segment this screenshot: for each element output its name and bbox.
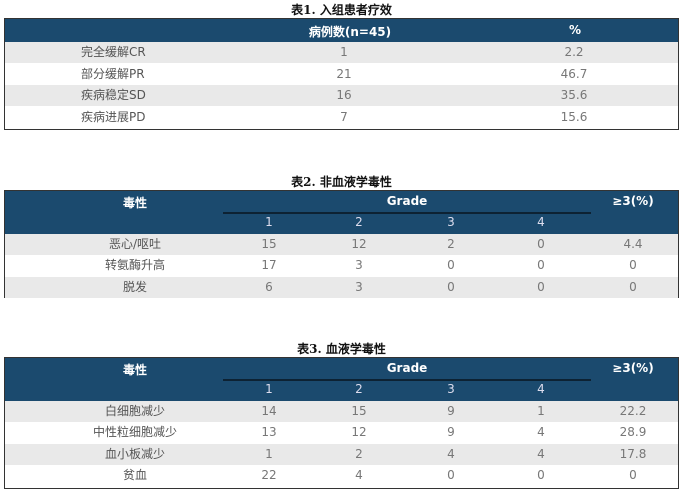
percent-cell: 46.7 bbox=[560, 66, 588, 81]
grade-cell: 2 bbox=[447, 237, 455, 251]
grade-cell: 15 bbox=[351, 404, 367, 418]
header-grade: Grade bbox=[386, 361, 428, 375]
response-table: 病例数(n=45) % 完全缓解CR 1 2.2 部分缓解PR 21 46.7 疾病稳定SD… bbox=[4, 18, 679, 130]
table3-title: 表3. 血液学毒性 bbox=[297, 342, 386, 356]
table-row: 疾病稳定SD 16 35.6 bbox=[5, 85, 678, 106]
grade-divider bbox=[223, 212, 591, 214]
header-grade-4: 4 bbox=[537, 382, 545, 396]
table-header: 毒性 Grade ≥3(%) 1 2 3 4 bbox=[5, 191, 678, 234]
percent-cell: 4.4 bbox=[623, 237, 643, 251]
grade-cell: 1 bbox=[265, 446, 273, 461]
grade-cell: 4 bbox=[447, 446, 455, 461]
row-label: 恶心/呕吐 bbox=[108, 237, 162, 251]
grade-divider bbox=[223, 379, 591, 381]
cases-cell: 7 bbox=[340, 109, 348, 124]
row-label: 中性粒细胞减少 bbox=[92, 425, 177, 440]
table-row: 脱发 6 3 0 0 0 bbox=[5, 276, 678, 298]
grade-cell: 4 bbox=[355, 467, 363, 482]
header-grade-1: 1 bbox=[265, 382, 273, 396]
grade-cell: 13 bbox=[261, 425, 277, 440]
percent-cell: 0 bbox=[629, 258, 637, 273]
table-row: 白细胞减少 14 15 9 1 22.2 bbox=[5, 401, 678, 422]
header-grade3-percent: ≥3(%) bbox=[612, 361, 654, 375]
table-row: 疾病进展PD 7 15.6 bbox=[5, 107, 678, 128]
table-row: 贫血 22 4 0 0 0 bbox=[5, 465, 678, 486]
grade-cell: 12 bbox=[351, 237, 367, 251]
table-row: 恶心/呕吐 15 12 2 0 4.4 bbox=[5, 234, 678, 255]
grade-cell: 15 bbox=[261, 237, 277, 251]
grade-cell: 3 bbox=[355, 258, 363, 273]
header-grade-2: 2 bbox=[355, 382, 363, 396]
grade-cell: 0 bbox=[447, 279, 455, 294]
table-row: 转氨酶升高 17 3 0 0 0 bbox=[5, 255, 678, 276]
grade-cell: 0 bbox=[447, 467, 455, 482]
grade-cell: 0 bbox=[537, 279, 545, 294]
header-toxicity: 毒性 bbox=[122, 363, 147, 377]
header-grade-3: 3 bbox=[447, 215, 455, 229]
grade-cell: 0 bbox=[537, 467, 545, 482]
table2-title: 表2. 非血液学毒性 bbox=[291, 175, 392, 189]
header-grade-1: 1 bbox=[265, 215, 273, 229]
row-label: 转氨酶升高 bbox=[104, 258, 165, 273]
row-label: 白细胞减少 bbox=[104, 404, 165, 418]
percent-cell: 2.2 bbox=[564, 45, 584, 59]
header-grade-2: 2 bbox=[355, 215, 363, 229]
header-percent: % bbox=[568, 23, 582, 37]
cases-cell: 1 bbox=[340, 45, 348, 59]
row-label: 疾病稳定SD bbox=[81, 88, 146, 102]
grade-cell: 22 bbox=[261, 467, 277, 482]
grade-cell: 0 bbox=[537, 237, 545, 251]
grade-cell: 14 bbox=[261, 404, 277, 418]
non-hematologic-toxicity-table: 毒性 Grade ≥3(%) 1 2 3 4 恶心/呕吐 15 12 2 0 4.4 转氨酶升高 17 3 0 0… bbox=[4, 190, 679, 298]
row-label: 部分缓解PR bbox=[81, 66, 145, 81]
header-grade-4: 4 bbox=[537, 215, 545, 229]
grade-cell: 3 bbox=[355, 279, 363, 294]
hematologic-toxicity-table: 毒性 Grade ≥3(%) 1 2 3 4 白细胞减少 14 15 9 1 22.2 中性粒细胞减少 13… bbox=[4, 357, 679, 489]
table-header: 病例数(n=45) % bbox=[5, 19, 678, 42]
header-cases: 病例数(n=45) bbox=[308, 25, 392, 39]
row-label: 脱发 bbox=[122, 279, 147, 294]
row-label: 疾病进展PD bbox=[81, 109, 146, 124]
grade-cell: 12 bbox=[351, 425, 367, 440]
percent-cell: 28.9 bbox=[619, 425, 647, 440]
table1-title: 表1. 入组患者疗效 bbox=[291, 3, 392, 17]
percent-cell: 15.6 bbox=[560, 109, 588, 124]
grade-cell: 9 bbox=[447, 404, 455, 418]
percent-cell: 22.2 bbox=[619, 404, 647, 418]
grade-cell: 0 bbox=[537, 258, 545, 273]
table-row: 中性粒细胞减少 13 12 9 4 28.9 bbox=[5, 422, 678, 443]
row-label: 血小板减少 bbox=[104, 446, 165, 461]
grade-cell: 17 bbox=[261, 258, 277, 273]
table-row: 部分缓解PR 21 46.7 bbox=[5, 64, 678, 85]
grade-cell: 2 bbox=[355, 446, 363, 461]
header-grade3-percent: ≥3(%) bbox=[612, 194, 654, 208]
grade-cell: 4 bbox=[537, 446, 545, 461]
header-grade-3: 3 bbox=[447, 382, 455, 396]
row-label: 完全缓解CR bbox=[81, 45, 146, 59]
percent-cell: 17.8 bbox=[619, 446, 647, 461]
grade-cell: 6 bbox=[265, 279, 273, 294]
table-row: 完全缓解CR 1 2.2 bbox=[5, 42, 678, 63]
percent-cell: 0 bbox=[629, 279, 637, 294]
cases-cell: 16 bbox=[336, 88, 352, 102]
table-row: 血小板减少 1 2 4 4 17.8 bbox=[5, 443, 678, 465]
grade-cell: 0 bbox=[447, 258, 455, 273]
grade-cell: 4 bbox=[537, 425, 545, 440]
header-grade: Grade bbox=[386, 194, 428, 208]
row-label: 贫血 bbox=[122, 467, 147, 482]
cases-cell: 21 bbox=[336, 66, 352, 81]
grade-cell: 9 bbox=[447, 425, 455, 440]
grade-cell: 1 bbox=[537, 404, 545, 418]
percent-cell: 0 bbox=[629, 467, 637, 482]
header-toxicity: 毒性 bbox=[122, 196, 147, 210]
table-header: 毒性 Grade ≥3(%) 1 2 3 4 bbox=[5, 358, 678, 401]
percent-cell: 35.6 bbox=[560, 88, 588, 102]
